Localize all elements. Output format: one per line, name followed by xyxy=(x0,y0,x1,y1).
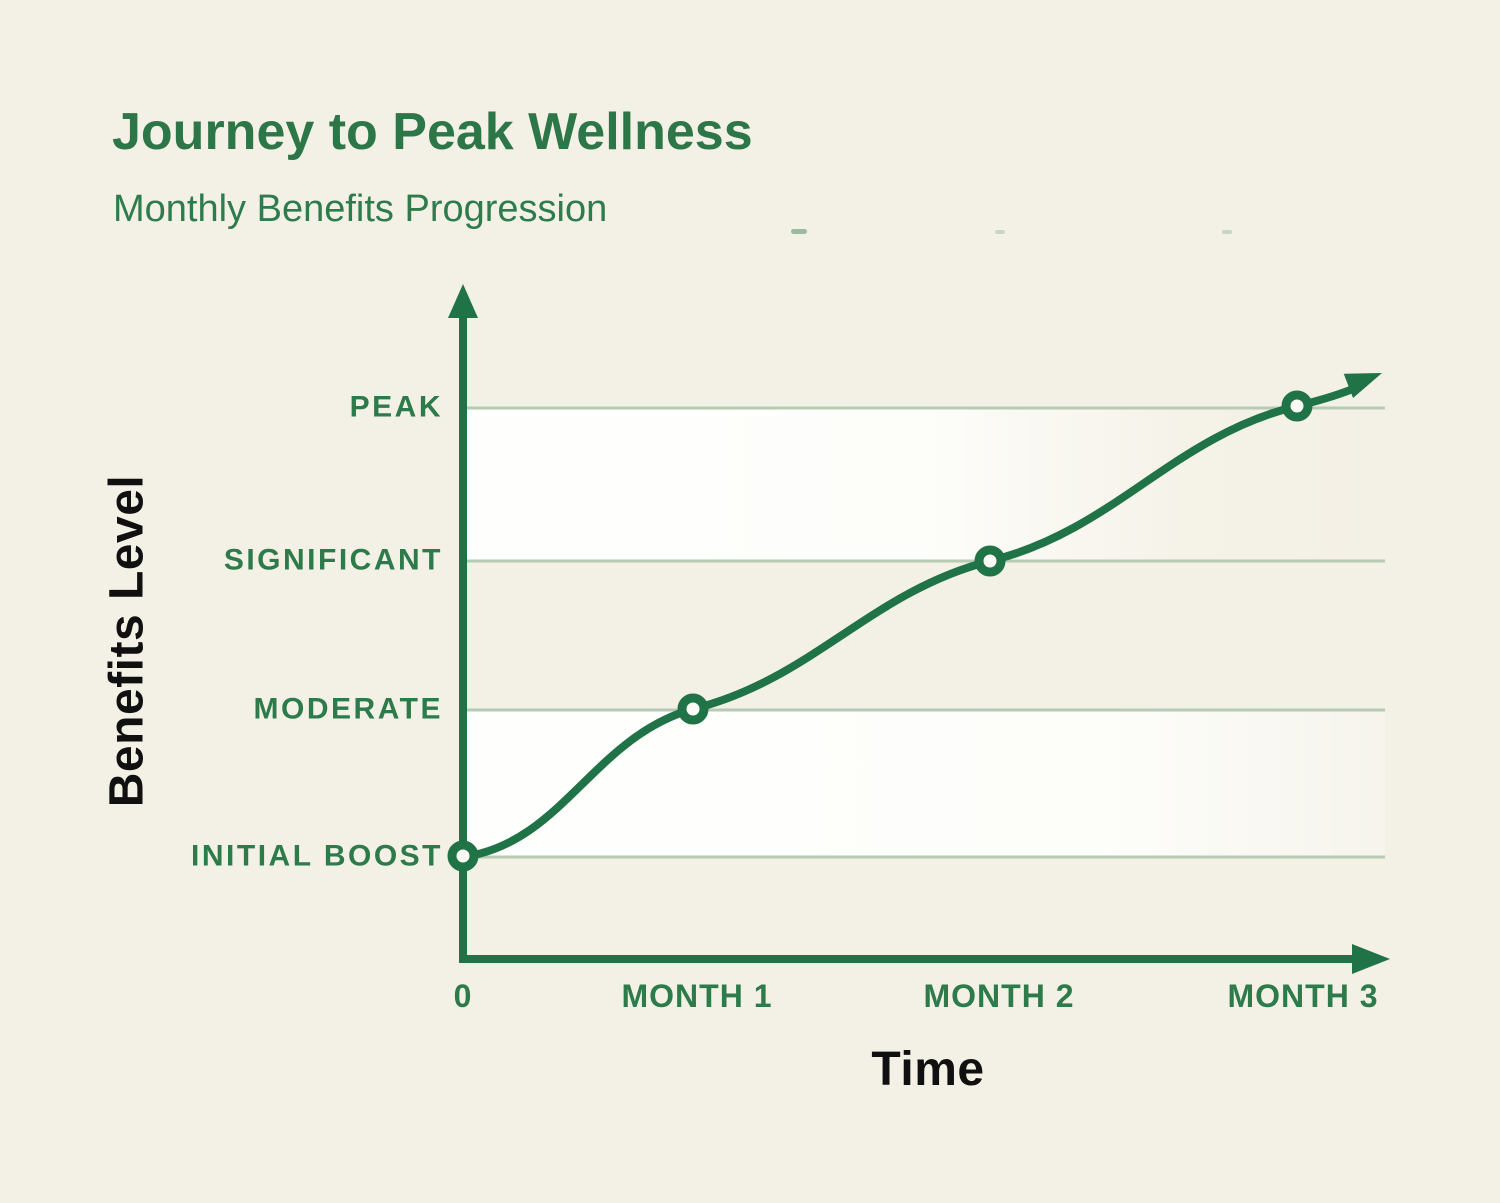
band-moderate-initial xyxy=(466,711,1385,856)
decor-dash xyxy=(791,229,807,234)
x-tick-month3: MONTH 3 xyxy=(1227,978,1379,1014)
x-axis-title: Time xyxy=(871,1043,985,1096)
x-tick-month2: MONTH 2 xyxy=(923,978,1075,1014)
y-tick-peak: PEAK xyxy=(349,390,443,424)
y-tick-moderate: MODERATE xyxy=(253,692,443,726)
band-peak-significant xyxy=(466,409,1385,560)
y-axis-arrow-icon xyxy=(448,284,478,318)
data-point-month1-moderate xyxy=(677,693,709,725)
data-point-month2-significant xyxy=(974,545,1006,577)
y-tick-initial-boost: INITIAL BOOST xyxy=(191,839,443,873)
decor-dash xyxy=(1222,230,1232,234)
data-point-initial-boost xyxy=(447,840,479,872)
y-axis-title: Benefits Level xyxy=(100,474,154,808)
decor-dash xyxy=(995,230,1005,234)
page-subtitle: Monthly Benefits Progression xyxy=(113,188,608,230)
x-tick-month1: MONTH 1 xyxy=(621,978,773,1014)
data-point-month3-peak xyxy=(1281,390,1313,422)
x-tick-0: 0 xyxy=(453,978,473,1014)
curve-arrow-icon xyxy=(1343,373,1382,399)
x-axis-arrow-icon xyxy=(1352,944,1390,974)
y-tick-significant: SIGNIFICANT xyxy=(223,543,443,577)
page-title: Journey to Peak Wellness xyxy=(112,103,753,161)
